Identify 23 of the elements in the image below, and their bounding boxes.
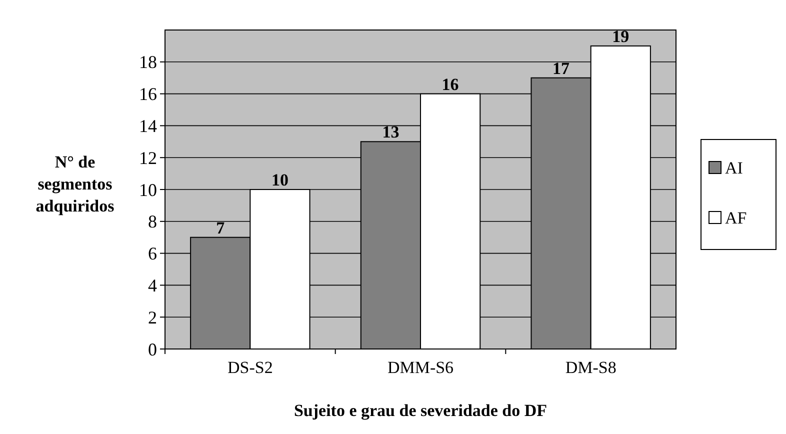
y-tick-label: 8 bbox=[148, 212, 157, 232]
y-tick-label: 10 bbox=[139, 180, 157, 200]
data-label: 19 bbox=[612, 26, 630, 46]
data-label: 13 bbox=[382, 122, 400, 142]
x-tick-label: DM-S8 bbox=[565, 358, 616, 377]
data-label: 10 bbox=[271, 170, 288, 190]
y-tick-label: 16 bbox=[139, 84, 157, 104]
y-tick-label: 12 bbox=[139, 148, 157, 168]
data-label: 17 bbox=[552, 58, 570, 78]
legend-label: AI bbox=[725, 158, 744, 178]
y-tick-label: 0 bbox=[148, 339, 157, 360]
y-tick-label: 4 bbox=[148, 276, 157, 296]
x-axis-title: Sujeito e grau de severidade do DF bbox=[294, 401, 548, 420]
y-tick-label: 2 bbox=[148, 307, 157, 328]
x-tick-label: DMM-S6 bbox=[387, 358, 454, 377]
data-label: 7 bbox=[216, 218, 226, 238]
y-axis-title: N° de segmentos adquiridos bbox=[36, 152, 115, 216]
y-tick-label: 14 bbox=[139, 116, 157, 136]
y-tick-label: 6 bbox=[148, 244, 157, 264]
legend-label: AF bbox=[725, 208, 747, 228]
data-label: 16 bbox=[442, 74, 459, 94]
y-tick-label: 18 bbox=[139, 52, 157, 72]
x-tick-label: DS-S2 bbox=[227, 358, 273, 377]
